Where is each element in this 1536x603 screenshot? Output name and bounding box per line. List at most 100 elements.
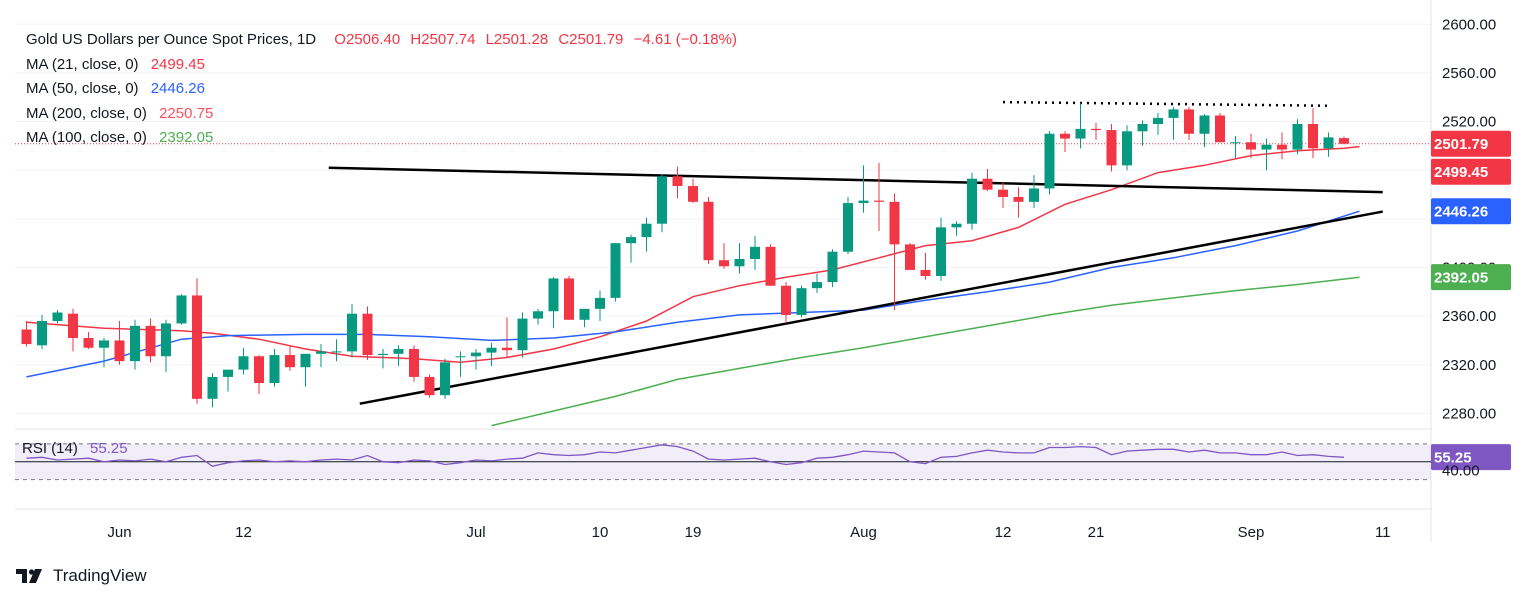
candle (424, 374, 435, 398)
ma100-legend[interactable]: MA (100, close, 0) 2392.05 (26, 126, 737, 151)
candle (1044, 131, 1055, 195)
candle-body (37, 320, 47, 346)
tradingview-brand[interactable]: TradingView (16, 566, 147, 586)
candle (409, 345, 419, 382)
candle (858, 165, 869, 213)
candle (905, 243, 915, 270)
candle (52, 310, 63, 324)
candle (812, 273, 822, 294)
candle-body (1323, 137, 1334, 149)
candle-body (1013, 196, 1024, 202)
candle-body (99, 340, 109, 348)
candle-body (486, 347, 497, 353)
candle-body (719, 260, 729, 267)
time-tick-label: Jun (107, 524, 131, 541)
candle (300, 353, 311, 387)
candle (1323, 132, 1334, 157)
candle (378, 348, 388, 369)
candle (114, 320, 125, 365)
candle-body (750, 246, 760, 259)
candle-body (1168, 109, 1179, 118)
candle-body (564, 278, 574, 320)
candle (207, 373, 218, 408)
resistance-line (1002, 100, 1329, 108)
candle (68, 308, 78, 352)
candle (1013, 187, 1024, 218)
ma200-legend[interactable]: MA (200, close, 0) 2250.75 (26, 102, 737, 127)
candle-body (1029, 188, 1039, 202)
candle-body (440, 362, 450, 396)
candle-body (858, 200, 869, 204)
candle (130, 319, 140, 370)
time-tick-label: Aug (850, 524, 877, 541)
rsi-legend[interactable]: RSI (14) 55.25 (22, 440, 128, 457)
candle (471, 348, 481, 370)
candle (393, 345, 404, 366)
tradingview-wordmark: TradingView (53, 566, 147, 585)
candle (889, 193, 900, 311)
candle-body (52, 312, 63, 321)
candle-body (688, 186, 698, 202)
candle (1168, 106, 1179, 140)
candle-body (734, 258, 745, 267)
candle (192, 278, 202, 404)
candle (595, 290, 605, 321)
rsi-value-badge (1431, 444, 1511, 471)
candle-body (114, 340, 125, 362)
candle-body (626, 237, 636, 244)
candle-body (1106, 130, 1117, 166)
candle (1261, 138, 1272, 171)
candle (874, 162, 884, 232)
candle (719, 243, 729, 269)
candle-body (1199, 115, 1210, 134)
candle-body (347, 313, 357, 352)
ma21-legend[interactable]: MA (21, close, 0) 2499.45 (26, 53, 737, 78)
candle (564, 276, 574, 320)
candle-body (1044, 133, 1055, 189)
candle-body (595, 297, 605, 309)
high-value: H2507.74 (410, 31, 476, 48)
ma200-label: MA (200, close, 0) (26, 104, 147, 122)
candle-body (269, 355, 280, 384)
candle-body (951, 223, 962, 228)
ohlc-row: Gold US Dollars per Ounce Spot Prices, 1… (26, 28, 737, 53)
candle (331, 339, 342, 362)
candle-body (1277, 144, 1287, 150)
candle (21, 320, 32, 347)
candle (455, 351, 466, 377)
candle-body (796, 288, 807, 315)
ma-line-3 (491, 276, 1360, 427)
candle (1277, 132, 1287, 160)
price-tick-label: 2520.00 (1442, 114, 1496, 131)
candle-body (1215, 115, 1225, 143)
candle (920, 252, 931, 280)
candle-body (610, 243, 621, 298)
ma50-value: 2446.26 (150, 80, 205, 97)
price-tick-label: 2320.00 (1442, 357, 1496, 374)
candle (1137, 120, 1148, 146)
candle-body (285, 355, 295, 368)
price-tick-label: 2360.00 (1442, 308, 1496, 325)
candle (37, 314, 47, 349)
candle-body (843, 203, 853, 252)
price-tick-label: 2280.00 (1442, 405, 1496, 422)
last-price-badge (1431, 158, 1511, 185)
candle-body (1339, 138, 1349, 144)
candle-body (920, 269, 931, 277)
candle-body (238, 356, 249, 370)
candle-body (1137, 124, 1148, 132)
last-price-badge (1431, 264, 1511, 291)
ma50-label: MA (50, close, 0) (26, 80, 139, 97)
candle-body (1153, 117, 1163, 125)
ma50-legend[interactable]: MA (50, close, 0) 2446.26 (26, 77, 737, 102)
candle (1122, 125, 1132, 171)
candle (1215, 113, 1225, 143)
candle (1091, 122, 1101, 140)
trendlines (328, 100, 1383, 405)
candle (285, 346, 295, 371)
candle-body (517, 318, 528, 351)
candle-body (207, 376, 218, 399)
candle-body (1230, 142, 1241, 144)
